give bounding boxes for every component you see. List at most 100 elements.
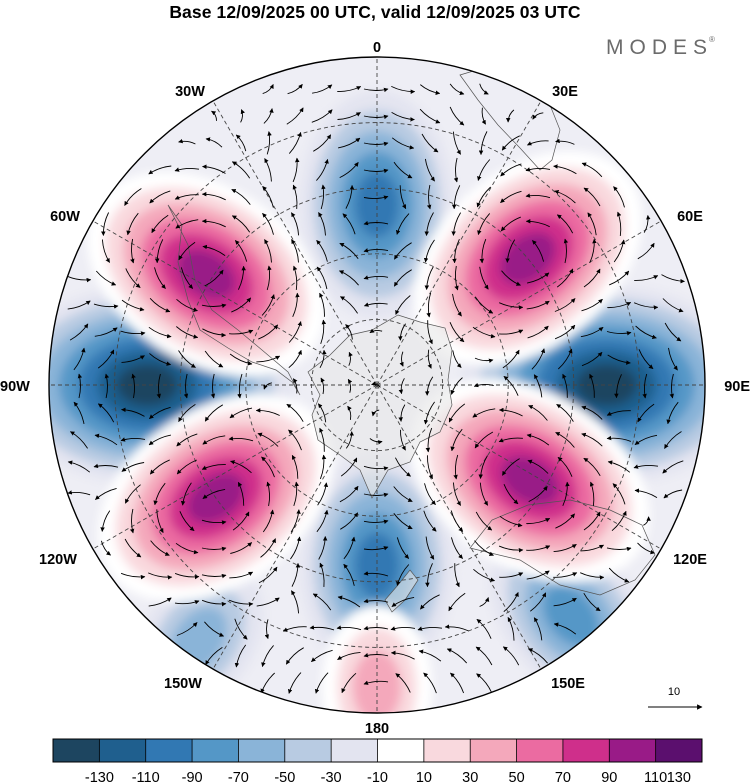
wind-vector xyxy=(637,242,655,260)
wind-vector xyxy=(237,481,245,506)
wind-vector xyxy=(178,138,196,145)
wind-vector xyxy=(363,465,389,471)
wind-vector xyxy=(176,326,199,339)
wind-vector xyxy=(288,429,302,451)
wind-vector xyxy=(201,464,226,470)
wind-vector xyxy=(478,131,488,156)
wind-vector xyxy=(607,460,631,473)
wind-vector xyxy=(453,454,459,480)
map-boundary xyxy=(48,56,706,714)
wind-vector xyxy=(229,353,253,366)
wind-vector xyxy=(154,239,164,264)
wind-vector xyxy=(453,157,459,183)
wind-vector xyxy=(474,540,494,556)
wind-vector xyxy=(583,457,601,477)
wind-vector xyxy=(531,348,546,370)
wind-vector xyxy=(229,329,254,335)
wind-vector xyxy=(129,508,135,534)
wind-vector xyxy=(205,647,223,665)
colorbar-label: -70 xyxy=(228,770,249,783)
wind-vector xyxy=(293,481,300,507)
wind-vector xyxy=(525,218,550,228)
wind-vector xyxy=(476,618,492,639)
wind-vector xyxy=(312,84,333,94)
wind-vector xyxy=(530,592,547,612)
wind-vector xyxy=(614,374,622,399)
wind-vector xyxy=(292,157,300,183)
wind-vector xyxy=(501,270,521,286)
wind-vector xyxy=(67,460,91,473)
wind-vector xyxy=(476,673,492,693)
wind-vector xyxy=(363,220,389,226)
wind-vector xyxy=(452,131,461,155)
wind-vector xyxy=(343,563,355,586)
wind-vector xyxy=(398,323,406,341)
wind-vector xyxy=(500,163,522,177)
parallel-circle xyxy=(114,122,640,648)
wind-vector xyxy=(475,511,493,531)
wind-vector xyxy=(609,270,630,286)
colorbar-swatch xyxy=(562,739,610,762)
wind-vector xyxy=(616,211,622,236)
wind-vector xyxy=(95,270,117,286)
wind-vector xyxy=(317,403,327,423)
wind-vector xyxy=(121,462,145,472)
wind-vector xyxy=(454,265,459,291)
wind-vector xyxy=(176,298,198,312)
wind-vector xyxy=(663,489,683,499)
wind-vector xyxy=(371,381,381,388)
wind-vector xyxy=(500,216,521,232)
wind-vector xyxy=(390,650,415,660)
lon-label-90e: 90E xyxy=(724,379,750,395)
wind-vector xyxy=(553,622,577,635)
wind-vector xyxy=(589,238,597,263)
wind-vector xyxy=(230,460,252,474)
wind-vector xyxy=(202,488,226,499)
wind-vector xyxy=(473,568,496,582)
wind-vector xyxy=(201,546,227,552)
wind-vector xyxy=(231,215,251,233)
wind-vector xyxy=(391,137,415,150)
wind-vector xyxy=(262,83,274,95)
wind-vector xyxy=(527,325,549,339)
wind-vector xyxy=(449,106,465,126)
anomaly-contour xyxy=(500,456,560,506)
wind-vector xyxy=(449,322,465,343)
wind-vector xyxy=(562,481,570,506)
wind-vector xyxy=(475,646,493,666)
wind-vector xyxy=(149,459,170,475)
wind-vector xyxy=(451,212,461,236)
australia-outline xyxy=(469,499,656,596)
colorbar-swatch xyxy=(145,739,193,762)
reference-vector-label: 10 xyxy=(668,686,680,698)
wind-vector xyxy=(393,513,413,530)
wind-vector xyxy=(202,244,226,256)
wind-vector xyxy=(580,326,604,338)
wind-vector xyxy=(345,431,355,449)
colorbar-swatch xyxy=(192,739,239,762)
wind-vector xyxy=(589,373,595,398)
wind-vector xyxy=(282,626,307,632)
wind-vector xyxy=(256,597,280,607)
wind-vector xyxy=(427,349,432,369)
colorbar-swatch xyxy=(609,739,656,762)
wind-vector xyxy=(235,134,247,152)
wind-vector xyxy=(363,114,389,120)
wind-vector xyxy=(124,538,142,558)
wind-vector xyxy=(394,457,411,477)
meridian-line xyxy=(92,384,378,550)
lon-label-180: 180 xyxy=(365,721,389,737)
wind-vector xyxy=(399,185,407,210)
wind-vector xyxy=(363,625,389,631)
wind-vector xyxy=(369,328,383,334)
colorbar-swatch xyxy=(331,739,378,762)
wind-vector xyxy=(528,486,548,503)
wind-vector xyxy=(316,239,328,262)
wind-vector xyxy=(448,403,466,423)
colorbar-swatch xyxy=(238,739,286,762)
wind-vector xyxy=(201,303,227,309)
wind-vector xyxy=(100,510,111,532)
map-title: Base 12/09/2025 00 UTC, valid 12/09/2025… xyxy=(169,2,581,22)
wind-vector xyxy=(390,626,416,631)
